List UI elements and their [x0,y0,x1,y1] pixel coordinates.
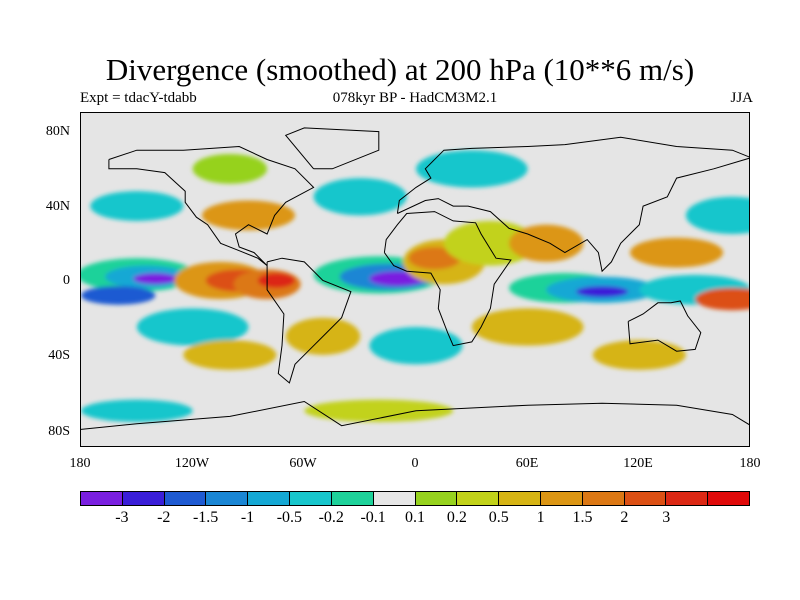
divergence-region [81,286,156,305]
colorbar-tick-label: -1.5 [192,509,219,526]
greenland-coastline [284,127,380,170]
divergence-region [183,340,277,370]
lon-tick-label: 60E [515,456,539,471]
lat-tick-label: 0 [63,273,70,288]
lat-tick-label: 80N [45,124,70,139]
lon-tick-label: 60W [289,456,317,471]
divergence-region [592,340,686,370]
lon-tick-label: 120E [623,456,653,471]
colorbar-tick-label: -3 [115,509,129,526]
colorbar-tick-label: -0.5 [276,509,303,526]
colorbar-swatch [415,492,458,505]
colorbar-swatch [582,492,625,505]
divergence-field [81,127,749,430]
colorbar-tick-label: -1 [240,509,255,526]
plot-title: Divergence (smoothed) at 200 hPa (10**6 … [105,52,695,87]
divergence-region [304,399,454,422]
season-label: JJA [730,90,753,106]
colorbar-tick-label: 0.5 [488,509,509,526]
divergence-region [192,153,268,184]
eurasia-coastline [396,136,749,273]
divergence-region [416,150,528,188]
antarctica-coastline [81,400,749,430]
colorbar [80,491,750,506]
south-america-coastline [266,257,352,384]
africa-coastline [383,211,512,347]
colorbar-tick-label: 1 [536,509,545,526]
colorbar-tick-label: 1.5 [572,509,593,526]
divergence-region [369,327,463,365]
colorbar-swatch [540,492,583,505]
colorbar-swatch [290,492,332,505]
colorbar-tick-label: 3 [662,509,671,526]
divergence-region [313,178,407,216]
lat-tick-label: 40N [45,199,70,214]
divergence-region [509,224,584,262]
divergence-region [443,220,537,266]
colorbar-swatch [624,492,667,505]
colorbar-tick-label: 2 [620,509,629,526]
lat-tick-label: 40S [48,348,70,363]
divergence-region [685,196,749,234]
colorbar-swatch [373,492,416,505]
divergence-region [133,273,178,285]
colorbar-swatch [708,492,749,505]
divergence-region [201,200,296,231]
model-label: 078kyr BP - HadCM3M2.1 [332,90,498,106]
colorbar-swatch [164,492,207,505]
divergence-region [630,237,724,268]
colorbar-tick-label: 0.1 [405,509,425,526]
map-panel [80,112,750,447]
divergence-region [257,273,296,288]
divergence-region [90,191,184,221]
lon-tick-label: 180 [69,456,91,471]
divergence-region [471,308,584,346]
divergence-region [81,399,193,422]
lon-tick-label: 120W [174,456,210,471]
colorbar-swatch [331,492,374,505]
lon-tick-label: 180 [739,456,761,471]
divergence-region [408,247,461,270]
colorbar-tick-label: -2 [157,509,171,526]
australia-coastline [627,300,702,352]
colorbar-swatch [81,492,123,505]
divergence-region [136,308,249,346]
colorbar-tick-label: -0.1 [360,509,386,526]
colorbar-swatch [499,492,541,505]
divergence-region [576,286,629,298]
colorbar-swatch [248,492,291,505]
lat-tick-label: 80S [48,424,70,439]
lon-tick-label: 0 [411,456,419,471]
colorbar-swatch [206,492,249,505]
north-america-coastline [108,145,315,266]
colorbar-tick-label: -0.2 [318,509,344,526]
colorbar-swatch [457,492,500,505]
divergence-region [695,287,749,311]
colorbar-tick-label: 0.2 [446,509,467,526]
colorbar-swatch [122,492,165,505]
experiment-label: Expt = tdacY-tdabb [80,90,197,106]
colorbar-swatch [666,492,709,505]
